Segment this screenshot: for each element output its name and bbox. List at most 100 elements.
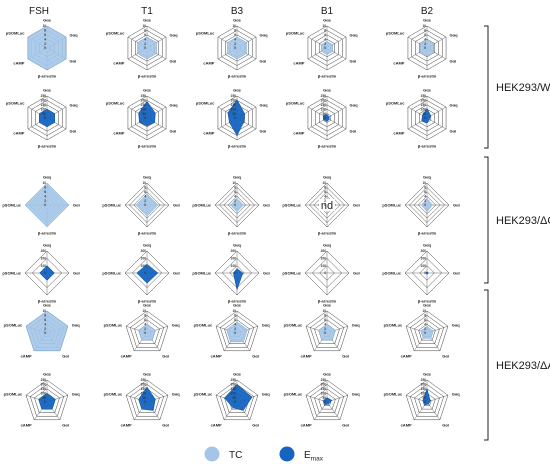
axis-label-camp: cAMP [113, 131, 124, 136]
axis-label-galphaq: Gαq [233, 175, 242, 180]
tick-label: 150 [321, 387, 327, 391]
axis-label-galphas: Gαs [233, 303, 242, 308]
tick-label: 0 [144, 203, 146, 207]
series-tc [421, 198, 433, 212]
tick-label: 150 [141, 387, 147, 391]
axis-label-galphai: Gαi [62, 354, 69, 359]
tick-label: 6 [234, 33, 236, 37]
axis-label-beta-arrestin: β-arrestin [318, 299, 337, 304]
tick-label: 2 [44, 199, 46, 203]
axis-label-galphaq: Gαq [172, 391, 181, 396]
axis-label-camp: cAMP [301, 423, 312, 428]
series-emax [421, 107, 432, 124]
axis-label-camp: cAMP [211, 354, 222, 359]
axis-label-galphai: Gαi [450, 129, 457, 134]
tick-label: 200 [421, 99, 427, 103]
tick-label: 100 [231, 391, 237, 395]
axis-label-galphai: Gαi [442, 354, 449, 359]
axis-label-galphai: Gαi [70, 59, 77, 64]
grid-ring [125, 310, 169, 352]
tick-label: 8 [424, 314, 426, 318]
axis-label-camp: cAMP [121, 354, 132, 359]
tick-label: 4 [44, 37, 46, 41]
axis-label-beta-arrestin: β-arrestin [418, 144, 437, 149]
tick-label: 2 [324, 42, 326, 46]
tick-label: 4 [234, 194, 236, 198]
tick-label: 6 [424, 33, 426, 37]
axis-label-psomluc: pSOMLuc [2, 203, 21, 208]
axis-label-galphaq: Gαq [262, 391, 271, 396]
tick-label: 0 [44, 116, 46, 120]
axis-label-beta-arrestin: β-arrestin [38, 299, 57, 304]
axis-label-psomluc: pSOMLuc [102, 203, 121, 208]
tick-label: 8 [424, 186, 426, 190]
axis-label-galphas: Gαs [143, 372, 152, 377]
axis-label-galphas: Gαs [323, 303, 332, 308]
axis-label-beta-arrestin: β-arrestin [228, 299, 247, 304]
tick-label: 100 [231, 107, 237, 111]
axis-label-galphaq: Gαq [450, 103, 459, 108]
spoke [326, 401, 341, 420]
axis-label-galphai: Gαi [350, 59, 357, 64]
axis-label-galphai: Gαi [173, 271, 180, 276]
axis-label-psomluc: pSOMLuc [286, 101, 305, 106]
series-tc [318, 323, 336, 341]
tick-label: 6 [144, 318, 146, 322]
axis-label-galphaq: Gαq [70, 33, 79, 38]
axis-label-galphai: Gαi [453, 271, 460, 276]
series-tc [420, 326, 434, 339]
axis-label-galphas: Gαs [143, 88, 152, 93]
series-emax [136, 263, 159, 284]
axis-label-beta-arrestin: β-arrestin [38, 231, 57, 236]
tick-label: 10 [142, 24, 146, 28]
axis-label-galphaq: Gαq [170, 33, 179, 38]
tick-label: 8 [144, 314, 146, 318]
grid-ring [34, 388, 60, 413]
grid-ring [129, 315, 165, 348]
tick-label: 4 [234, 37, 236, 41]
tick-label: 0 [44, 400, 46, 404]
group-bracket [484, 25, 489, 149]
tick-label: 8 [44, 186, 46, 190]
tick-label: 8 [234, 186, 236, 190]
grid-ring [29, 384, 65, 417]
tick-label: 0 [234, 271, 236, 275]
grid-ring [414, 319, 440, 344]
axis-label-beta-arrestin: β-arrestin [138, 231, 157, 236]
series-emax [38, 392, 56, 410]
series-tc [24, 182, 70, 228]
tick-label: 10 [142, 309, 146, 313]
axis-label-camp: cAMP [13, 131, 24, 136]
tick-label: 4 [424, 194, 426, 198]
grid-ring [405, 379, 449, 421]
tick-label: 8 [324, 29, 326, 33]
tick-label: 0 [324, 46, 326, 50]
radar-3-b3: 300 200 100 0 Gαq Gαi β-arrestin pSOMLuc [192, 243, 269, 304]
axis-label-galphas: Gαs [423, 372, 432, 377]
axis-label-psomluc: pSOMLuc [192, 203, 211, 208]
tick-label: 6 [44, 33, 46, 37]
tick-label: 0 [44, 46, 46, 50]
axis-label-galphaq: Gαq [260, 33, 269, 38]
tick-label: 0 [234, 116, 236, 120]
tick-label: 100 [231, 264, 237, 268]
tick-label: 2 [234, 42, 236, 46]
grid-ring [215, 310, 259, 352]
axis-label-beta-arrestin: β-arrestin [318, 74, 337, 79]
axis-label-galphaq: Gαq [323, 175, 332, 180]
grid-ring [318, 392, 336, 410]
axis-label-psomluc: pSOMLuc [6, 101, 25, 106]
tick-label: 8 [234, 314, 236, 318]
axis-label-galphaq: Gαq [423, 243, 432, 248]
tick-label: 50 [142, 396, 146, 400]
grid-ring [418, 323, 436, 341]
column-header-fsh: FSH [29, 6, 49, 17]
tick-label: 150 [421, 387, 427, 391]
column-headers: FSH T1 B3 B1 B2 [29, 6, 434, 17]
tick-label: 2 [424, 327, 426, 331]
